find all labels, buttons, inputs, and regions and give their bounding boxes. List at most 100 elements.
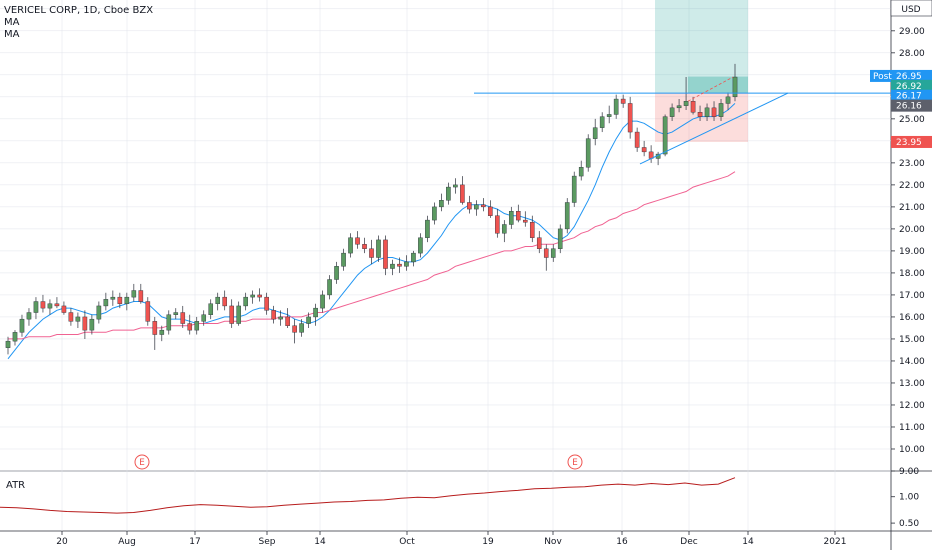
candle [585, 134, 591, 172]
loss-zone [655, 93, 748, 142]
candle [348, 233, 353, 258]
candlesticks [5, 63, 738, 355]
candle [103, 292, 109, 311]
candle [159, 325, 165, 342]
candle-body [592, 127, 598, 139]
atr-tick-label: 1.00 [899, 493, 919, 503]
candle-body [543, 248, 549, 258]
candle-body [110, 296, 116, 300]
candle-body [89, 318, 95, 331]
y-tick-label: 22.00 [899, 181, 925, 191]
candle-body [502, 224, 507, 234]
candle-body [383, 239, 388, 269]
candle [474, 200, 479, 216]
entry-price-tag-bg [891, 89, 932, 102]
candle-body [474, 204, 479, 210]
indicator-ma-2[interactable]: MA [4, 29, 20, 40]
candle-body [418, 237, 423, 254]
pnl-connector-line [687, 76, 734, 102]
candle-body [124, 296, 130, 304]
candle-body [264, 296, 269, 311]
candle [648, 145, 654, 163]
candle [704, 103, 710, 122]
svg-text:E: E [139, 458, 145, 468]
candle [425, 215, 430, 243]
candle [341, 248, 346, 271]
post-price-tag: 26.95 Post [870, 69, 932, 82]
time-axis[interactable]: 20 Aug 17 Sep 14 Oct 19 Nov 16 Dec 14 2021 [56, 531, 846, 547]
candle [550, 244, 556, 262]
candle [138, 283, 144, 304]
candle-body [536, 237, 542, 249]
candle-body [82, 316, 88, 331]
candle [180, 305, 186, 328]
candle-body [585, 138, 591, 168]
currency-badge[interactable]: USD [890, 0, 932, 17]
candle [627, 96, 633, 139]
candle-body [187, 323, 193, 331]
candle [662, 114, 668, 157]
candle-body [313, 307, 318, 318]
candle [543, 244, 549, 271]
candle [33, 297, 39, 320]
x-tick-label: Dec [680, 537, 697, 547]
candle [439, 193, 444, 212]
candle-body [481, 204, 486, 208]
y-tick-label: 17.00 [899, 291, 925, 301]
candle [145, 297, 151, 326]
earnings-marker-1[interactable]: E [134, 454, 150, 470]
candle-body [229, 305, 234, 324]
candle-body [257, 294, 262, 298]
ma-price-tag-bg [891, 99, 932, 112]
candle [131, 283, 137, 302]
candle [292, 319, 297, 344]
x-tick-label: Oct [399, 537, 415, 547]
candle [355, 231, 360, 249]
candle [26, 308, 32, 326]
candle [460, 176, 465, 205]
post-price-tag-bg [891, 69, 932, 82]
atr-line [0, 477, 736, 514]
candle-body [460, 184, 465, 203]
x-tick-label: 16 [616, 537, 628, 547]
candle-body [138, 290, 144, 302]
candle-body [355, 237, 360, 245]
candle [124, 292, 130, 311]
y-tick-label: 13.00 [899, 379, 925, 389]
candle-body [271, 310, 276, 320]
position-zones [655, 0, 748, 142]
candle-body [145, 301, 151, 322]
candle [243, 292, 248, 311]
candle [117, 292, 123, 309]
candle [75, 312, 81, 328]
candle [564, 198, 570, 234]
candle [522, 211, 528, 227]
candle-body [26, 312, 32, 320]
y-tick-label: 11.00 [899, 423, 925, 433]
earnings-marker-2[interactable]: E [567, 454, 583, 470]
y-tick-label: 29.00 [899, 27, 925, 37]
candle-body [173, 312, 179, 315]
candle-body [96, 305, 102, 320]
candle [12, 330, 18, 346]
atr-label[interactable]: ATR [6, 480, 25, 491]
y-tick-label: 14.00 [899, 357, 925, 367]
candle [264, 292, 269, 315]
last-price-tag-bg [891, 79, 932, 92]
candle-body [33, 301, 39, 313]
indicator-ma-1[interactable]: MA [4, 17, 20, 28]
candle-body [201, 314, 207, 322]
candle-body [697, 112, 703, 117]
x-tick-label: Aug [118, 537, 136, 547]
x-tick-label: 17 [189, 537, 200, 547]
atr-pane: 1.00 0.50 [0, 477, 919, 529]
candle-body [522, 219, 528, 223]
candle [285, 308, 290, 328]
candle-body [529, 222, 535, 238]
candle [509, 206, 514, 229]
candle [599, 112, 605, 133]
candle-body [285, 316, 290, 326]
candle [208, 299, 214, 320]
